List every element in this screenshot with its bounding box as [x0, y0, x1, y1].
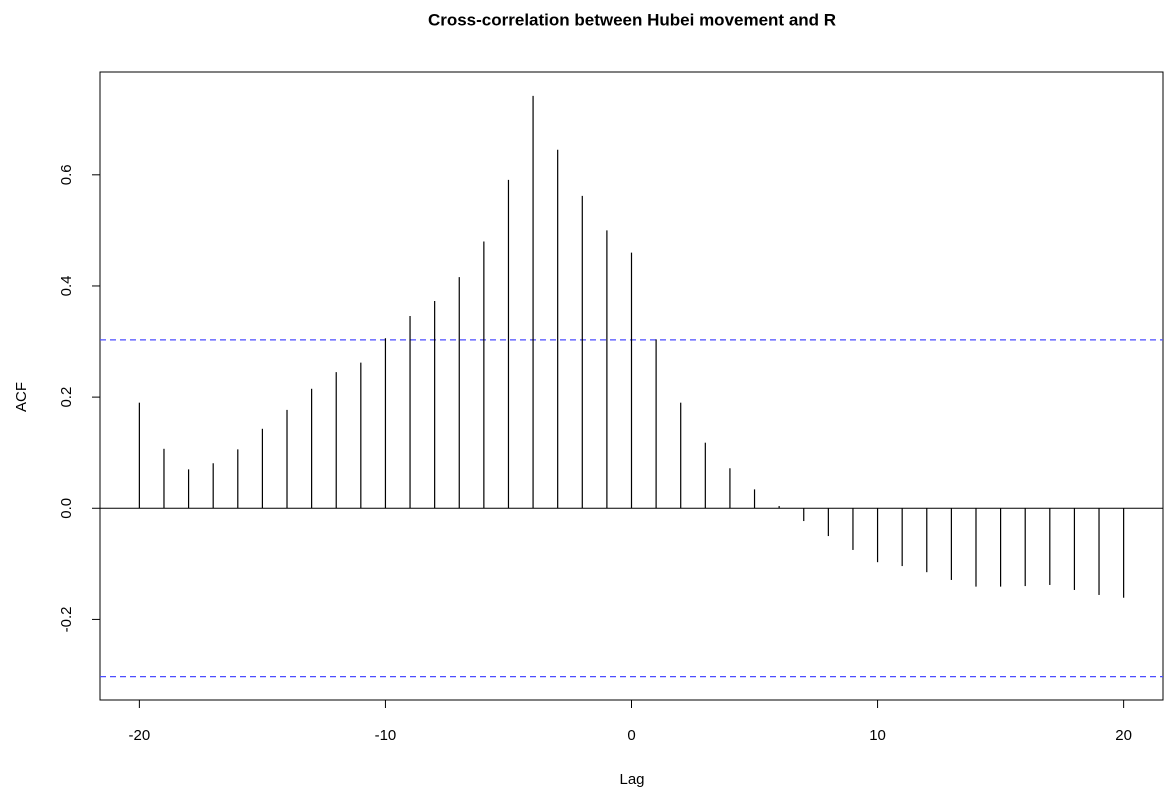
x-tick-label: 0: [627, 727, 635, 744]
x-tick-label: 10: [869, 727, 886, 744]
x-axis-label: Lag: [619, 771, 644, 788]
x-tick-label: -20: [129, 727, 151, 744]
y-tick-label: -0.2: [58, 606, 75, 632]
x-tick-label: 20: [1115, 727, 1132, 744]
y-tick-label: 0.4: [58, 276, 75, 297]
y-tick-label: 0.0: [58, 498, 75, 519]
y-tick-label: 0.2: [58, 387, 75, 408]
chart-title: Cross-correlation between Hubei movement…: [428, 10, 836, 29]
y-tick-label: 0.6: [58, 164, 75, 185]
x-tick-label: -10: [375, 727, 397, 744]
y-axis-label: ACF: [13, 382, 30, 412]
